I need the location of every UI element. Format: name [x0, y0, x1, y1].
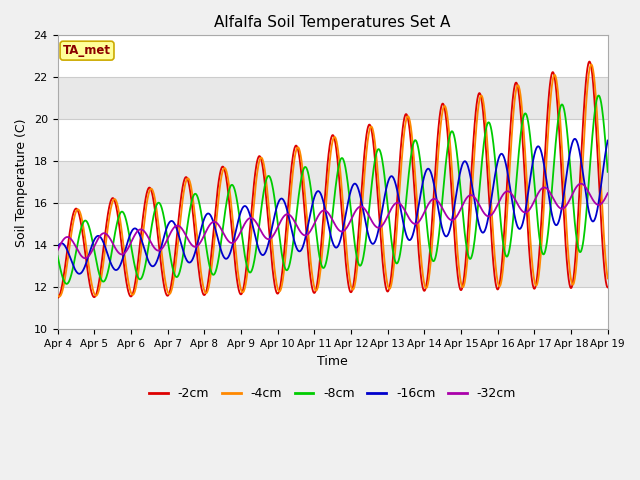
-2cm: [54, 295, 61, 301]
-4cm: [490, 246, 498, 252]
-2cm: [538, 201, 546, 206]
-8cm: [177, 267, 184, 273]
-32cm: [238, 227, 246, 232]
X-axis label: Time: Time: [317, 355, 348, 368]
-4cm: [604, 276, 612, 281]
Line: -2cm: -2cm: [58, 61, 608, 298]
Text: TA_met: TA_met: [63, 44, 111, 57]
-32cm: [577, 181, 585, 187]
-4cm: [54, 292, 61, 298]
Bar: [58, 288, 608, 329]
-4cm: [419, 266, 426, 272]
-8cm: [595, 93, 602, 98]
-4cm: [539, 224, 547, 230]
-16cm: [177, 238, 184, 244]
-8cm: [539, 251, 547, 257]
-4cm: [163, 286, 171, 292]
-32cm: [490, 208, 498, 214]
-32cm: [54, 248, 61, 253]
-2cm: [418, 280, 426, 286]
Bar: [58, 245, 608, 288]
-4cm: [56, 294, 63, 300]
Bar: [58, 120, 608, 161]
-16cm: [571, 136, 579, 142]
-4cm: [588, 61, 595, 67]
-32cm: [604, 191, 612, 196]
-2cm: [176, 204, 184, 210]
-2cm: [586, 59, 593, 64]
Title: Alfalfa Soil Temperatures Set A: Alfalfa Soil Temperatures Set A: [214, 15, 451, 30]
-16cm: [76, 271, 83, 276]
Legend: -2cm, -4cm, -8cm, -16cm, -32cm: -2cm, -4cm, -8cm, -16cm, -32cm: [144, 383, 521, 406]
Y-axis label: Soil Temperature (C): Soil Temperature (C): [15, 118, 28, 247]
-8cm: [63, 281, 70, 287]
-16cm: [419, 182, 426, 188]
-8cm: [163, 232, 171, 238]
Line: -32cm: -32cm: [58, 184, 608, 258]
Bar: [58, 204, 608, 245]
-32cm: [539, 185, 547, 191]
-8cm: [238, 232, 246, 238]
-16cm: [163, 225, 171, 230]
-4cm: [177, 218, 184, 224]
-16cm: [490, 178, 498, 183]
-8cm: [419, 176, 426, 182]
-32cm: [81, 255, 89, 261]
-8cm: [490, 148, 498, 154]
-32cm: [177, 224, 184, 230]
-16cm: [604, 138, 612, 144]
Line: -16cm: -16cm: [58, 139, 608, 274]
-2cm: [237, 291, 245, 297]
-8cm: [54, 253, 61, 259]
-2cm: [604, 285, 612, 290]
-32cm: [419, 214, 426, 219]
-16cm: [539, 155, 547, 161]
-4cm: [238, 288, 246, 294]
-32cm: [163, 238, 171, 243]
-2cm: [490, 265, 497, 271]
-16cm: [54, 244, 61, 250]
Line: -4cm: -4cm: [58, 64, 608, 297]
-8cm: [604, 169, 612, 175]
Bar: [58, 36, 608, 77]
Bar: [58, 161, 608, 204]
-16cm: [238, 206, 246, 212]
-2cm: [163, 292, 170, 298]
Bar: [58, 77, 608, 120]
Line: -8cm: -8cm: [58, 96, 608, 284]
